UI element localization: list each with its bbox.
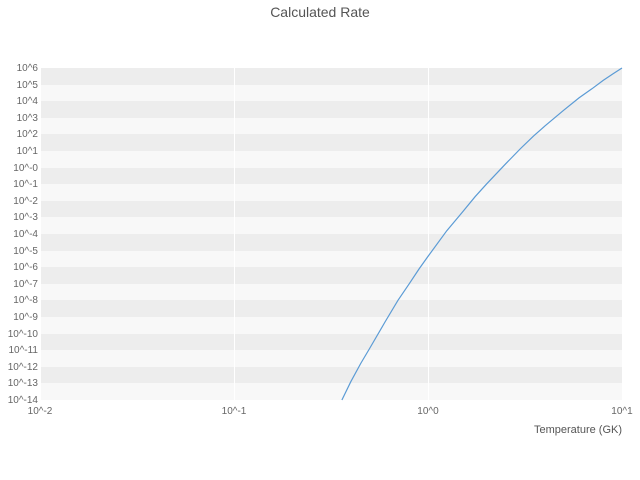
y-tick-label: 10^-6 bbox=[13, 262, 38, 274]
y-tick-label: 10^3 bbox=[16, 112, 38, 124]
decade-band bbox=[40, 300, 622, 317]
y-tick-label: 10^-5 bbox=[13, 245, 38, 257]
y-tick-label: 10^-10 bbox=[7, 328, 38, 340]
x-axis-title: Temperature (GK) bbox=[533, 424, 622, 436]
decade-band bbox=[40, 234, 622, 251]
chart-title: Calculated Rate bbox=[270, 4, 370, 20]
decade-band bbox=[40, 134, 622, 151]
y-tick-label: 10^4 bbox=[16, 96, 38, 108]
decade-band bbox=[40, 350, 622, 367]
decade-band bbox=[40, 167, 622, 185]
decade-band bbox=[40, 184, 622, 201]
x-tick-label: 10^1 bbox=[611, 406, 633, 417]
y-tick-label: 10^-14 bbox=[7, 395, 38, 406]
decade-band bbox=[40, 84, 622, 102]
y-tick-label: 10^6 bbox=[16, 63, 38, 74]
y-tick-label: 10^-12 bbox=[7, 361, 38, 373]
decade-band bbox=[40, 366, 622, 384]
y-tick-label: 10^-1 bbox=[13, 179, 38, 191]
decade-band bbox=[40, 101, 622, 118]
decade-band bbox=[40, 283, 622, 301]
x-gridline bbox=[234, 68, 235, 400]
decade-band bbox=[40, 250, 622, 268]
y-tick-label: 10^-7 bbox=[13, 278, 38, 290]
decade-band bbox=[40, 333, 622, 351]
y-tick-label: 10^-11 bbox=[8, 345, 38, 357]
y-axis-tick-labels: 10^6 10^5 10^4 10^3 10^2 10^1 10^-0 10^-1 10^-2 1… bbox=[0, 0, 38, 480]
y-tick-label: 10^5 bbox=[16, 79, 38, 91]
y-tick-label: 10^-8 bbox=[13, 295, 38, 307]
series-calculated-rate bbox=[341, 67, 623, 401]
decade-band bbox=[40, 68, 622, 85]
decade-band bbox=[40, 200, 622, 218]
y-tick-label: 10^-3 bbox=[13, 212, 38, 224]
decade-band bbox=[40, 317, 622, 334]
x-gridline bbox=[428, 68, 429, 400]
y-tick-label: 10^-0 bbox=[13, 162, 38, 174]
decade-band bbox=[40, 383, 622, 400]
x-tick-label: 10^-1 bbox=[221, 406, 247, 417]
y-tick-label: 10^2 bbox=[16, 129, 38, 141]
y-tick-label: 10^-2 bbox=[13, 195, 38, 207]
x-tick-label: 10^0 bbox=[417, 406, 439, 417]
decade-band bbox=[40, 267, 622, 284]
y-tick-label: 10^-9 bbox=[13, 312, 38, 323]
rate-line-series bbox=[341, 67, 623, 401]
x-gridline bbox=[40, 68, 41, 400]
decade-band bbox=[40, 217, 622, 234]
x-gridline bbox=[622, 68, 623, 400]
y-tick-label: 10^-13 bbox=[7, 378, 38, 390]
y-tick-label: 10^1 bbox=[16, 146, 38, 157]
decade-band bbox=[40, 117, 622, 135]
plot-area bbox=[40, 67, 623, 401]
y-tick-label: 10^-4 bbox=[13, 229, 38, 240]
x-tick-label: 10^-2 bbox=[27, 406, 53, 417]
decade-band bbox=[40, 151, 622, 168]
